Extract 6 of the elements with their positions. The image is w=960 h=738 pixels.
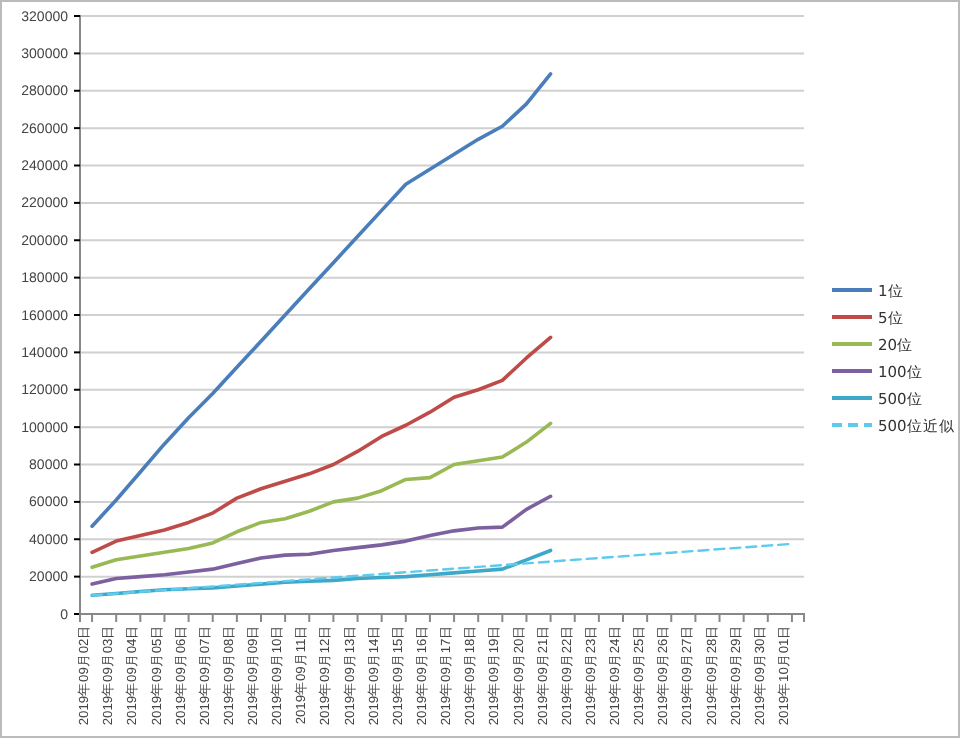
line-series xyxy=(90,421,553,570)
line-series xyxy=(90,72,553,528)
line-series xyxy=(90,548,553,598)
line-series xyxy=(90,494,553,586)
line-series xyxy=(90,335,553,555)
line-series xyxy=(90,542,794,597)
